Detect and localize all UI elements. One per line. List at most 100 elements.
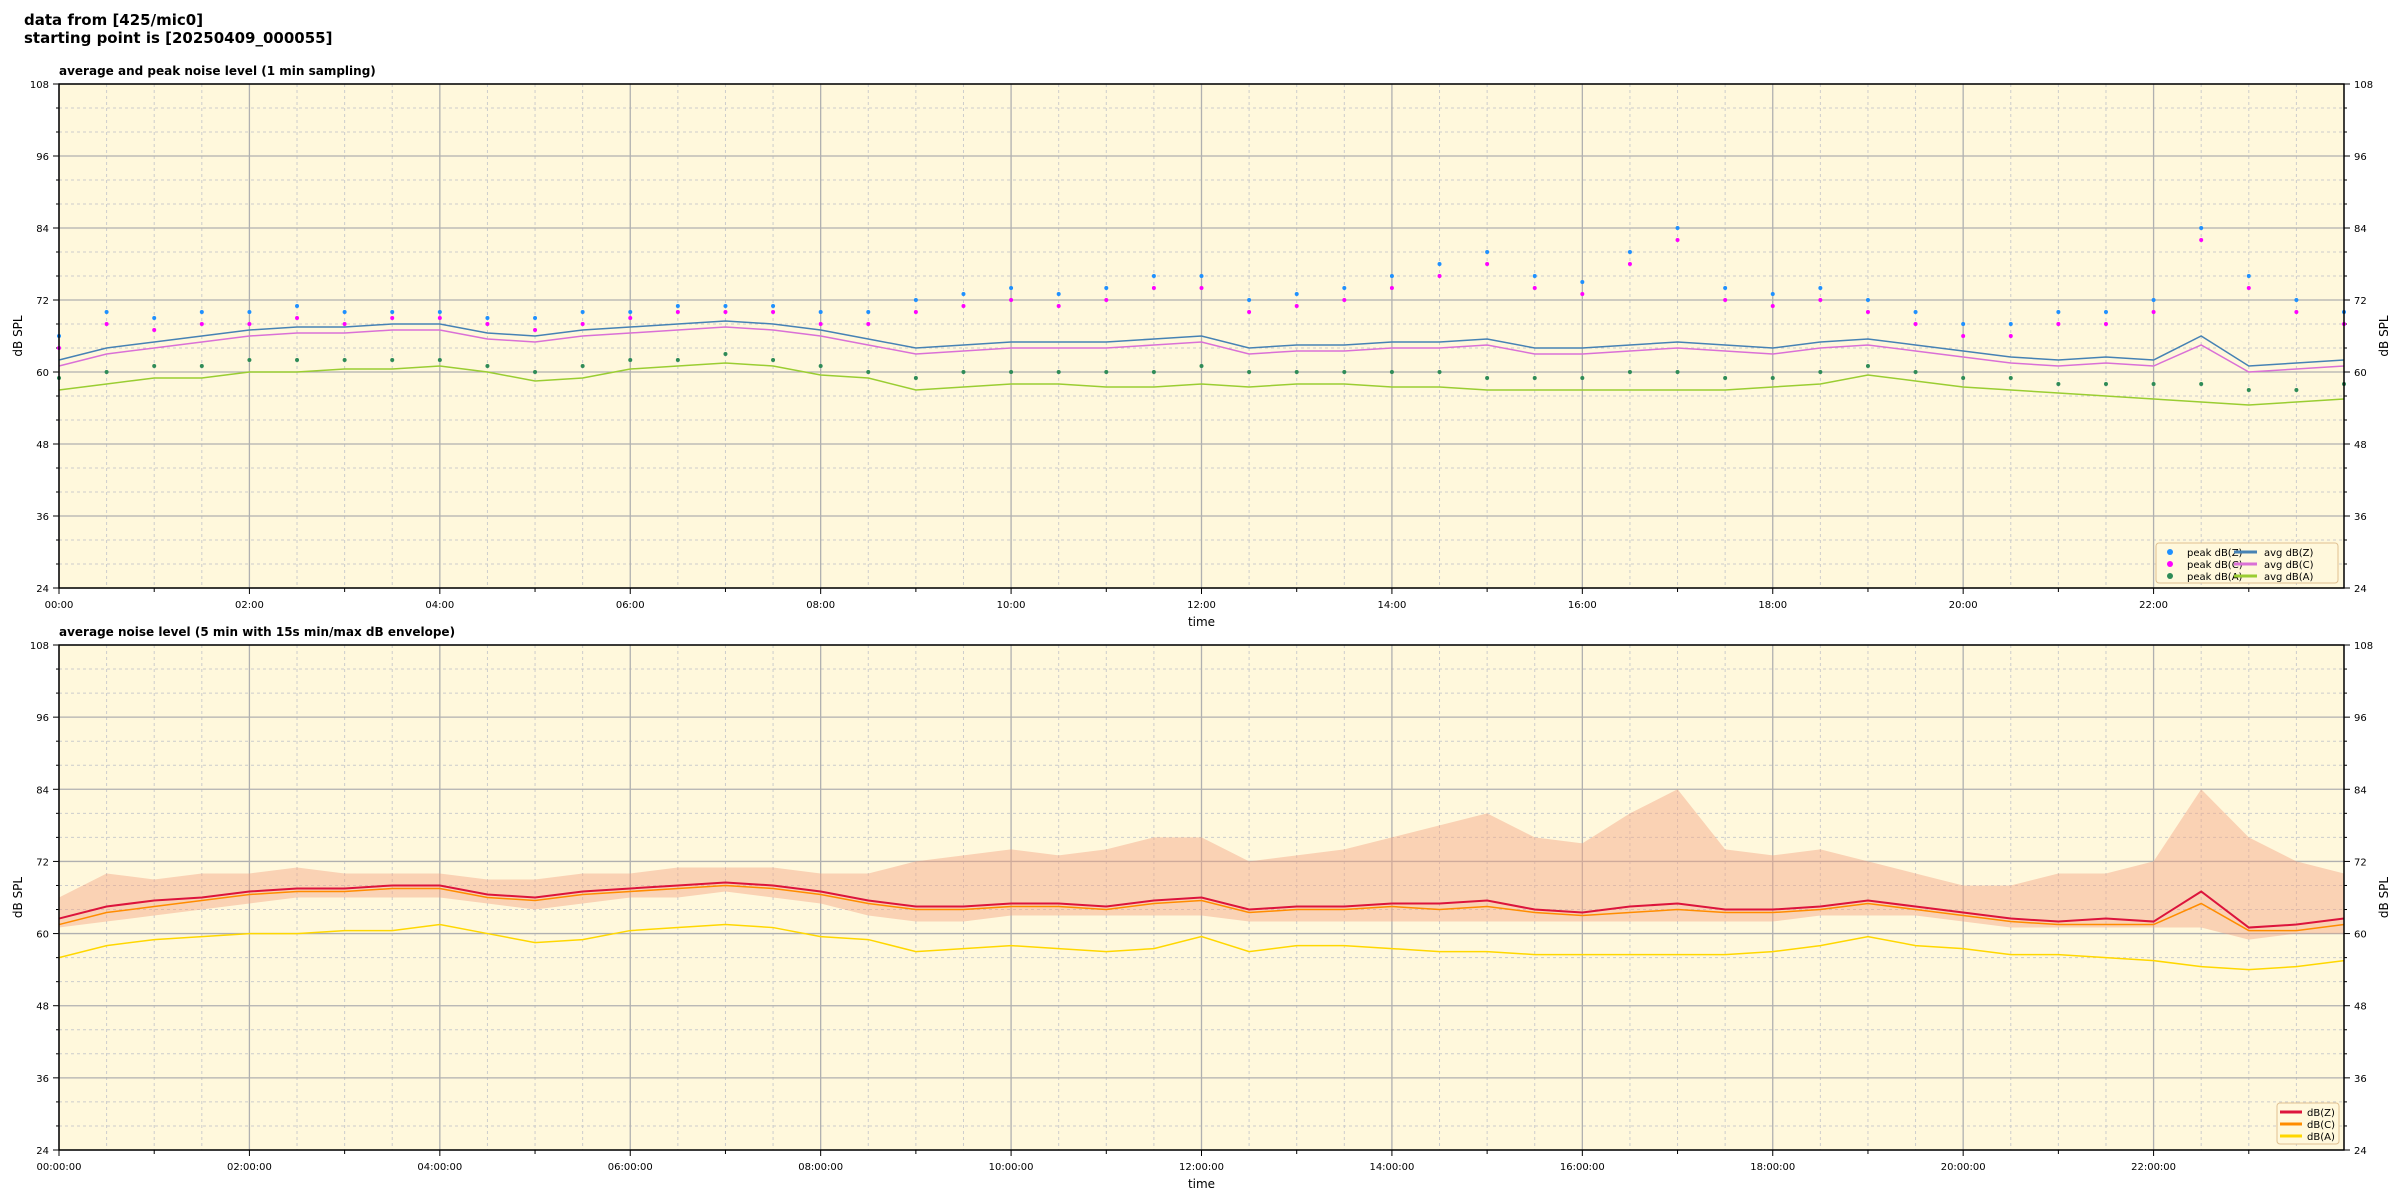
peak-point (342, 358, 347, 362)
peak-point (1961, 322, 1966, 326)
x-tick-label: 02:00:00 (227, 1162, 272, 1173)
peak-point (1865, 310, 1870, 314)
peak-point (913, 310, 918, 314)
series-line-avg-db-c- (58, 326, 2345, 373)
peak-point (1056, 292, 1061, 296)
x-tick-label: 00:00 (45, 600, 74, 611)
peak-point (2008, 334, 2013, 338)
peak-point (628, 316, 633, 320)
x-axis-label: time (1188, 1177, 1215, 1191)
peak-point (1818, 370, 1823, 374)
y-tick-label-right: 48 (2354, 1002, 2367, 1013)
y-tick-label-right: 72 (2354, 857, 2367, 868)
y-tick-label-left: 24 (36, 1146, 49, 1157)
peak-point (818, 322, 823, 326)
x-tick-label: 08:00:00 (798, 1162, 843, 1173)
series-line-db-z- (58, 881, 2345, 929)
peak-point (2056, 310, 2061, 314)
y-tick-label-left: 36 (36, 512, 49, 523)
peak-point (437, 310, 442, 314)
peak-point (1199, 274, 1204, 278)
x-tick-label: 16:00:00 (1560, 1162, 1605, 1173)
peak-point (2246, 388, 2251, 392)
y-tick-label-left: 84 (36, 785, 49, 796)
peak-point (1437, 274, 1442, 278)
peak-point (1580, 376, 1585, 380)
peak-point (2199, 382, 2204, 386)
y-tick-label-right: 84 (2354, 785, 2367, 796)
peak-point (247, 358, 252, 362)
y-tick-label-right: 96 (2354, 713, 2367, 724)
y-axis-label-left: dB SPL (11, 877, 25, 919)
x-tick-label: 18:00 (1758, 600, 1787, 611)
series-line-avg-db-a- (58, 362, 2345, 406)
peak-point (1627, 370, 1632, 374)
chart-2: 24 24 36 36 48 48 60 60 72 72 84 84 96 96 108 108 00:00:… (11, 625, 2391, 1191)
peak-point (1485, 376, 1490, 380)
series-peak-db-a- (57, 352, 2346, 392)
peak-point (104, 322, 109, 326)
peak-point (1294, 304, 1299, 308)
peak-point (1913, 370, 1918, 374)
y-tick-label-right: 108 (2354, 80, 2373, 91)
peak-point (1485, 250, 1490, 254)
x-tick-label: 10:00:00 (989, 1162, 1034, 1173)
peak-point (199, 322, 204, 326)
legend-label: peak dB(Z) (2187, 548, 2243, 559)
peak-point (1913, 310, 1918, 314)
peak-point (1627, 250, 1632, 254)
peak-point (1294, 292, 1299, 296)
peak-point (2246, 274, 2251, 278)
y-tick-label-right: 24 (2354, 1146, 2367, 1157)
peak-point (866, 322, 871, 326)
peak-point (1532, 376, 1537, 380)
y-tick-label-left: 48 (36, 1002, 49, 1013)
x-tick-label: 00:00:00 (37, 1162, 82, 1173)
chart-title: average noise level (5 min with 15s min/… (59, 625, 455, 639)
min-max-envelope (59, 789, 2344, 940)
peak-point (2103, 310, 2108, 314)
peak-point (961, 304, 966, 308)
peak-point (1104, 298, 1109, 302)
peak-point (2103, 322, 2108, 326)
peak-point (247, 310, 252, 314)
x-tick-label: 12:00 (1187, 600, 1216, 611)
y-tick-label-right: 36 (2354, 1074, 2367, 1085)
peak-point (104, 370, 109, 374)
peak-point (2151, 310, 2156, 314)
peak-point (533, 370, 538, 374)
legend-label: avg dB(C) (2264, 560, 2314, 571)
y-tick-label-left: 60 (36, 368, 49, 379)
peak-point (1961, 376, 1966, 380)
y-tick-label-right: 48 (2354, 440, 2367, 451)
peak-point (1532, 286, 1537, 290)
peak-point (485, 322, 490, 326)
peak-point (1770, 304, 1775, 308)
peak-point (1913, 322, 1918, 326)
plot-frame (58, 83, 2345, 589)
y-tick-label-left: 72 (36, 296, 49, 307)
peak-point (199, 364, 204, 368)
y-tick-label-right: 36 (2354, 512, 2367, 523)
y-tick-label-left: 108 (30, 80, 49, 91)
y-tick-label-left: 84 (36, 224, 49, 235)
legend: dB(Z)dB(C)dB(A) (2276, 1102, 2340, 1145)
peak-point (2151, 298, 2156, 302)
peak-point (1342, 298, 1347, 302)
peak-point (1437, 262, 1442, 266)
peak-point (818, 310, 823, 314)
peak-point (1009, 370, 1014, 374)
peak-point (485, 364, 490, 368)
data-source-label: data from [425/mic0] (24, 11, 204, 29)
peak-point (1580, 292, 1585, 296)
peak-point (961, 370, 966, 374)
x-tick-label: 02:00 (235, 600, 264, 611)
peak-point (1199, 364, 1204, 368)
peak-point (199, 310, 204, 314)
x-tick-label: 18:00:00 (1750, 1162, 1795, 1173)
peak-point (580, 364, 585, 368)
x-tick-label: 22:00:00 (2131, 1162, 2176, 1173)
peak-point (1865, 298, 1870, 302)
y-tick-label-left: 96 (36, 152, 49, 163)
